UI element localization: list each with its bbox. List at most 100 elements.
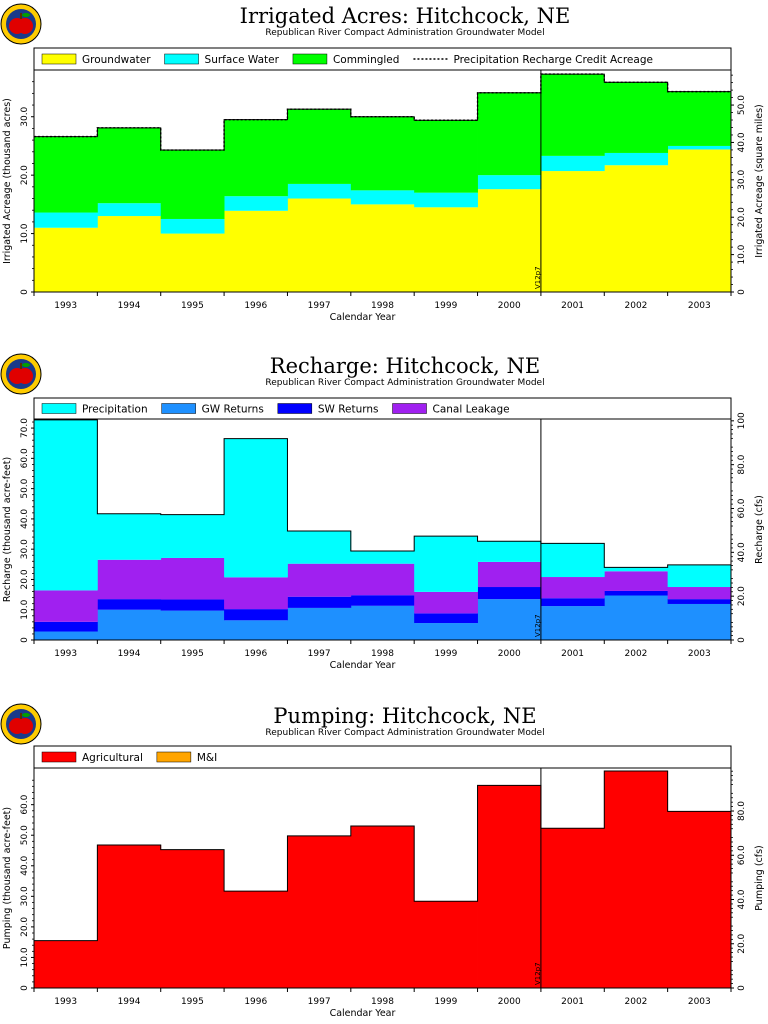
y2-axis-label: Pumping (cfs) [754, 845, 765, 911]
x-tick-label: 1995 [181, 649, 204, 659]
area-segment-groundwater-2003 [667, 149, 732, 292]
x-tick-label: 2002 [625, 649, 648, 659]
area-segment-canal-leakage-1994 [97, 559, 162, 600]
area-segment-gw-returns-1994 [97, 609, 162, 640]
version-marker-label: V12p7 [534, 614, 542, 637]
x-tick-label: 2000 [498, 997, 521, 1007]
y-tick-label: 40.0 [20, 509, 30, 529]
area-segment-precipitation-2001 [540, 543, 605, 578]
y-tick-label: 20.0 [20, 569, 30, 589]
x-tick-label: 1994 [118, 301, 141, 311]
y-tick-label: 10.0 [20, 223, 30, 243]
area-segment-sw-returns-1996 [224, 609, 288, 621]
area-segment-gw-returns-2000 [477, 599, 542, 640]
apple-leaf [22, 13, 30, 17]
apple-leaf [22, 713, 30, 717]
x-tick-label: 1998 [371, 997, 394, 1007]
legend-label: Groundwater [82, 54, 151, 66]
area-segment-gw-returns-1999 [414, 623, 478, 640]
area-segment-commingled-1995 [160, 150, 225, 219]
area-segment-canal-leakage-2003 [667, 587, 732, 600]
area-segment-precipitation-2003 [667, 564, 732, 588]
legend-swatch-surface-water [164, 53, 199, 65]
y-tick-label: 0 [20, 637, 30, 643]
area-segment-canal-leakage-2000 [477, 561, 542, 588]
area-segment-precipitation-1995 [160, 514, 225, 558]
legend-swatch-groundwater [41, 53, 77, 65]
area-segment-gw-returns-2001 [540, 606, 605, 640]
area-segment-groundwater-2002 [604, 165, 669, 292]
apple-right [17, 18, 33, 34]
x-tick-label: 1993 [54, 301, 77, 311]
y2-tick-label: 0 [737, 289, 747, 295]
area-segment-surface-water-1995 [160, 218, 225, 234]
chart-subtitle: Republican River Compact Administration … [265, 28, 544, 38]
area-segment-precipitation-1996 [224, 438, 288, 578]
area-segment-canal-leakage-2001 [540, 577, 605, 599]
y2-axis-label: Irrigated Acreage (square miles) [754, 104, 765, 258]
y2-tick-label: 60.0 [737, 845, 747, 865]
y2-tick-label: 20.0 [737, 586, 747, 606]
area-segment-precipitation-2000 [477, 541, 542, 562]
y2-tick-label: 0 [737, 637, 747, 643]
area-segment-precipitation-1998 [350, 550, 415, 564]
area-segment-groundwater-1994 [97, 216, 162, 292]
x-tick-label: 1996 [244, 649, 267, 659]
x-tick-label: 1995 [181, 301, 204, 311]
y-tick-label: 20.0 [20, 165, 30, 185]
legend-label: Agricultural [82, 752, 143, 764]
area-segment-commingled-2003 [667, 91, 732, 146]
x-tick-label: 2001 [561, 649, 584, 659]
apple-right [17, 368, 33, 384]
plot-frame [33, 745, 732, 989]
area-segment-agricultural-1993 [34, 940, 98, 988]
y-tick-label: 30.0 [20, 106, 30, 126]
x-tick-label: 1998 [371, 649, 394, 659]
y2-tick-label: 40.0 [737, 542, 747, 562]
y-tick-label: 0 [20, 985, 30, 991]
y2-axis-label: Recharge (cfs) [754, 495, 765, 564]
area-segment-groundwater-2000 [477, 189, 542, 292]
area-segment-groundwater-1998 [350, 204, 415, 292]
area-segment-canal-leakage-1998 [350, 563, 415, 596]
y-tick-label: 50.0 [20, 825, 30, 845]
y2-tick-label: 80.0 [737, 801, 747, 821]
x-axis-label: Calendar Year [330, 312, 396, 323]
apple-stem [20, 363, 22, 369]
area-segment-precipitation-1993 [34, 419, 98, 591]
area-segment-gw-returns-1993 [34, 631, 98, 640]
legend-label: Canal Leakage [433, 404, 510, 416]
x-tick-label: 1999 [434, 301, 457, 311]
legend-label: Commingled [333, 54, 400, 66]
total-outline [33, 770, 732, 988]
x-tick-label: 1996 [244, 997, 267, 1007]
y2-tick-label: 80.0 [737, 454, 747, 474]
area-segment-surface-water-1996 [224, 196, 288, 211]
x-tick-label: 2002 [625, 997, 648, 1007]
legend-swatch-agricultural [41, 751, 77, 763]
area-segment-agricultural-1997 [287, 835, 352, 988]
area-segment-canal-leakage-1995 [160, 557, 225, 600]
y2-tick-label: 10.0 [737, 244, 747, 264]
legend-label: GW Returns [202, 404, 264, 416]
area-segment-groundwater-1997 [287, 198, 352, 292]
y2-tick-label: 40.0 [737, 889, 747, 909]
area-segment-agricultural-2003 [667, 811, 732, 988]
area-segment-agricultural-1996 [224, 891, 288, 988]
legend-swatch-gw-returns [161, 403, 196, 414]
area-segment-groundwater-2001 [540, 171, 605, 292]
x-tick-label: 2003 [688, 301, 711, 311]
y-tick-label: 30.0 [20, 539, 30, 559]
area-segment-precipitation-2002 [604, 567, 669, 572]
x-tick-label: 1994 [118, 997, 141, 1007]
x-tick-label: 1994 [118, 649, 141, 659]
area-segment-canal-leakage-1999 [414, 591, 478, 614]
y-tick-label: 0 [20, 289, 30, 295]
area-segment-sw-returns-1999 [414, 613, 478, 624]
legend-label: SW Returns [318, 404, 379, 416]
total-outline [33, 419, 732, 640]
chart-title: Recharge: Hitchcock, NE [270, 354, 540, 378]
apple-right [17, 718, 33, 734]
area-segment-agricultural-1999 [414, 901, 478, 988]
